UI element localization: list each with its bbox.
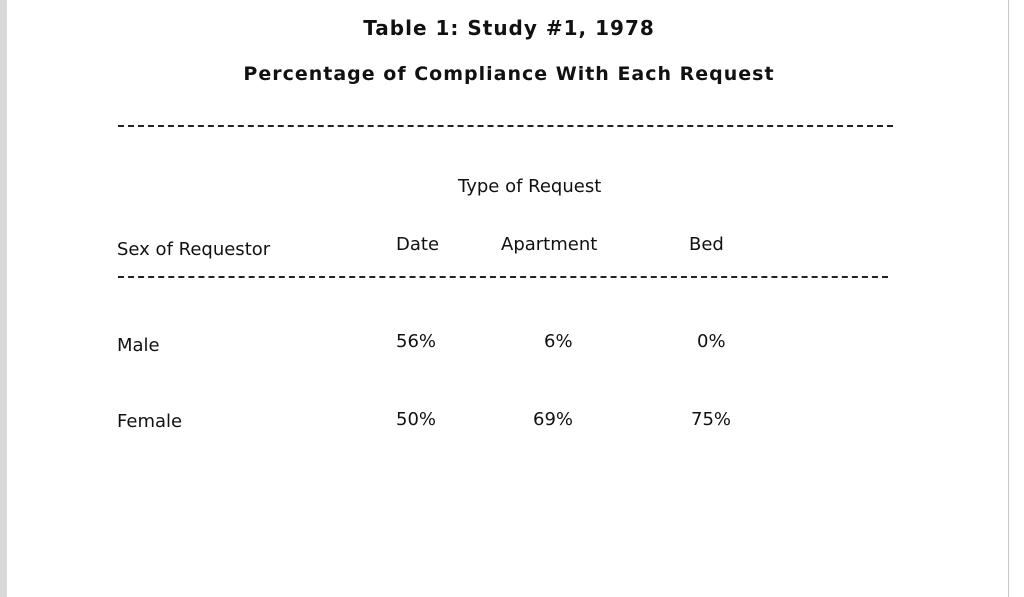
row-label-male: Male <box>117 335 160 356</box>
column-header-sex: Sex of Requestor <box>117 239 271 260</box>
row-label-female: Female <box>117 411 183 432</box>
top-rule <box>118 125 893 127</box>
page-right-border <box>1008 0 1009 597</box>
cell-male-date: 56% <box>396 331 437 352</box>
cell-male-bed: 0% <box>697 331 726 352</box>
window-left-edge <box>0 0 7 597</box>
cell-female-date: 50% <box>396 409 437 430</box>
table-title: Table 1: Study #1, 1978 <box>363 16 655 40</box>
type-of-request-header: Type of Request <box>458 176 602 197</box>
cell-female-apartment: 69% <box>533 409 574 430</box>
column-header-date: Date <box>396 234 440 255</box>
cell-male-apartment: 6% <box>544 331 573 352</box>
table-subtitle: Percentage of Compliance With Each Reque… <box>243 63 775 85</box>
header-rule <box>118 276 888 278</box>
column-header-apartment: Apartment <box>501 234 598 255</box>
column-header-bed: Bed <box>689 234 724 255</box>
cell-female-bed: 75% <box>691 409 732 430</box>
